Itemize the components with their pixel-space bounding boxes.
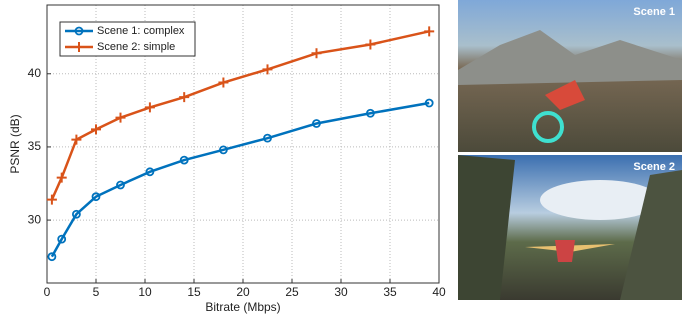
marker: [115, 112, 126, 123]
series-line: [50, 30, 430, 201]
x-tick-label: 40: [432, 285, 446, 299]
marker: [424, 98, 434, 108]
legend-label: Scene 1: complex: [97, 25, 185, 37]
scene-1-image: Scene 1: [458, 0, 682, 152]
x-tick-label: 10: [138, 285, 152, 299]
x-tick-label: 15: [187, 285, 201, 299]
marker: [144, 102, 155, 113]
marker: [47, 252, 57, 262]
marker: [46, 194, 57, 205]
y-axis-label: PSNR (dB): [8, 114, 22, 173]
marker: [365, 39, 376, 50]
marker: [365, 108, 375, 118]
marker: [72, 209, 81, 219]
y-tick-label: 35: [28, 139, 42, 153]
marker: [262, 64, 273, 75]
y-tick-label: 40: [28, 66, 42, 80]
marker: [424, 26, 435, 37]
marker: [91, 192, 101, 202]
legend-label: Scene 2: simple: [97, 41, 175, 53]
scene-2-image: Scene 2: [458, 155, 682, 300]
marker: [116, 180, 125, 190]
legend-box: [59, 21, 196, 57]
x-tick-label: 5: [93, 285, 100, 299]
y-tick-label: 30: [28, 212, 42, 226]
x-tick-label: 0: [44, 285, 51, 299]
marker: [218, 77, 229, 88]
legend-marker: [74, 42, 84, 52]
marker: [145, 167, 155, 177]
marker: [263, 133, 272, 143]
marker: [91, 124, 101, 135]
image-label: Scene 2: [633, 161, 675, 173]
marker: [311, 48, 322, 59]
marker: [179, 155, 189, 165]
marker: [218, 145, 228, 155]
x-tick-label: 35: [383, 285, 397, 299]
marker: [56, 172, 67, 183]
marker: [179, 92, 190, 103]
plot-frame: [46, 4, 440, 284]
x-tick-label: 30: [334, 285, 348, 299]
marker: [57, 234, 67, 244]
marker: [71, 134, 82, 145]
marker: [312, 119, 321, 128]
x-axis-label: Bitrate (Mbps): [205, 300, 280, 314]
image-label: Scene 1: [633, 6, 675, 18]
x-tick-label: 20: [236, 285, 250, 299]
legend-marker: [74, 26, 84, 36]
x-tick-label: 25: [285, 285, 299, 299]
series-line: [50, 101, 430, 258]
